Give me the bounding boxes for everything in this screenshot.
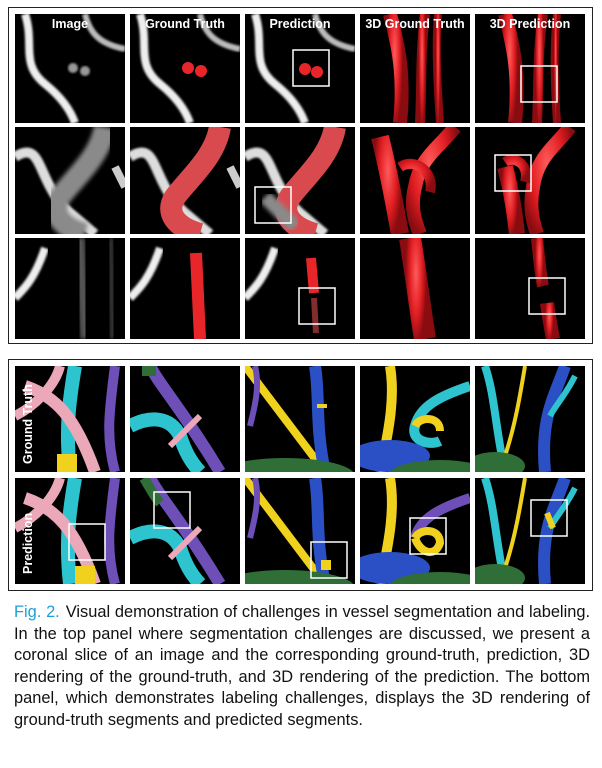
3d-ground-truth-row2 <box>360 127 470 234</box>
column-label-3d-prediction: 3D Prediction <box>489 17 571 31</box>
gt-segments-4 <box>360 366 470 472</box>
figure-label: Fig. 2. <box>14 603 60 621</box>
labeling-panel: Ground Truth Prediction <box>8 359 593 591</box>
3d-prediction-row2 <box>475 127 585 234</box>
prediction-slice-row3 <box>245 238 355 339</box>
column-label-image: Image <box>51 17 89 31</box>
ground-truth-slice-row3 <box>130 238 240 339</box>
prediction-slice-row2 <box>245 127 355 234</box>
gt-segments-1 <box>15 366 125 472</box>
column-label-3d-ground-truth: 3D Ground Truth <box>365 17 465 31</box>
3d-ground-truth-row1 <box>360 14 470 123</box>
gt-segments-2 <box>130 366 240 472</box>
segmentation-panel: Image Ground Truth Prediction 3D Ground … <box>8 7 593 344</box>
3d-prediction-row1 <box>475 14 585 123</box>
pred-segments-5 <box>475 478 585 584</box>
ground-truth-slice-row2 <box>130 127 240 234</box>
caption-text: Visual demonstration of challenges in ve… <box>14 603 590 729</box>
column-label-ground-truth: Ground Truth <box>145 17 225 31</box>
gt-segments-3 <box>245 366 355 472</box>
pred-segments-4 <box>360 478 470 584</box>
image-slice-row3 <box>15 238 125 339</box>
pred-segments-1 <box>15 478 125 584</box>
column-label-prediction: Prediction <box>269 17 331 31</box>
row-label-ground-truth: Ground Truth <box>21 384 35 464</box>
pred-segments-2 <box>130 478 240 584</box>
row-label-prediction: Prediction <box>21 512 35 574</box>
image-slice-row2 <box>15 127 125 234</box>
3d-ground-truth-row3 <box>360 238 470 339</box>
image-slice-row1 <box>15 14 125 123</box>
ground-truth-slice-row1 <box>130 14 240 123</box>
gt-segments-5 <box>475 366 585 472</box>
prediction-slice-row1 <box>245 14 355 123</box>
pred-segments-3 <box>245 478 355 584</box>
figure-caption: Fig. 2. Visual demonstration of challenge… <box>14 602 590 731</box>
3d-prediction-row3 <box>475 238 585 339</box>
